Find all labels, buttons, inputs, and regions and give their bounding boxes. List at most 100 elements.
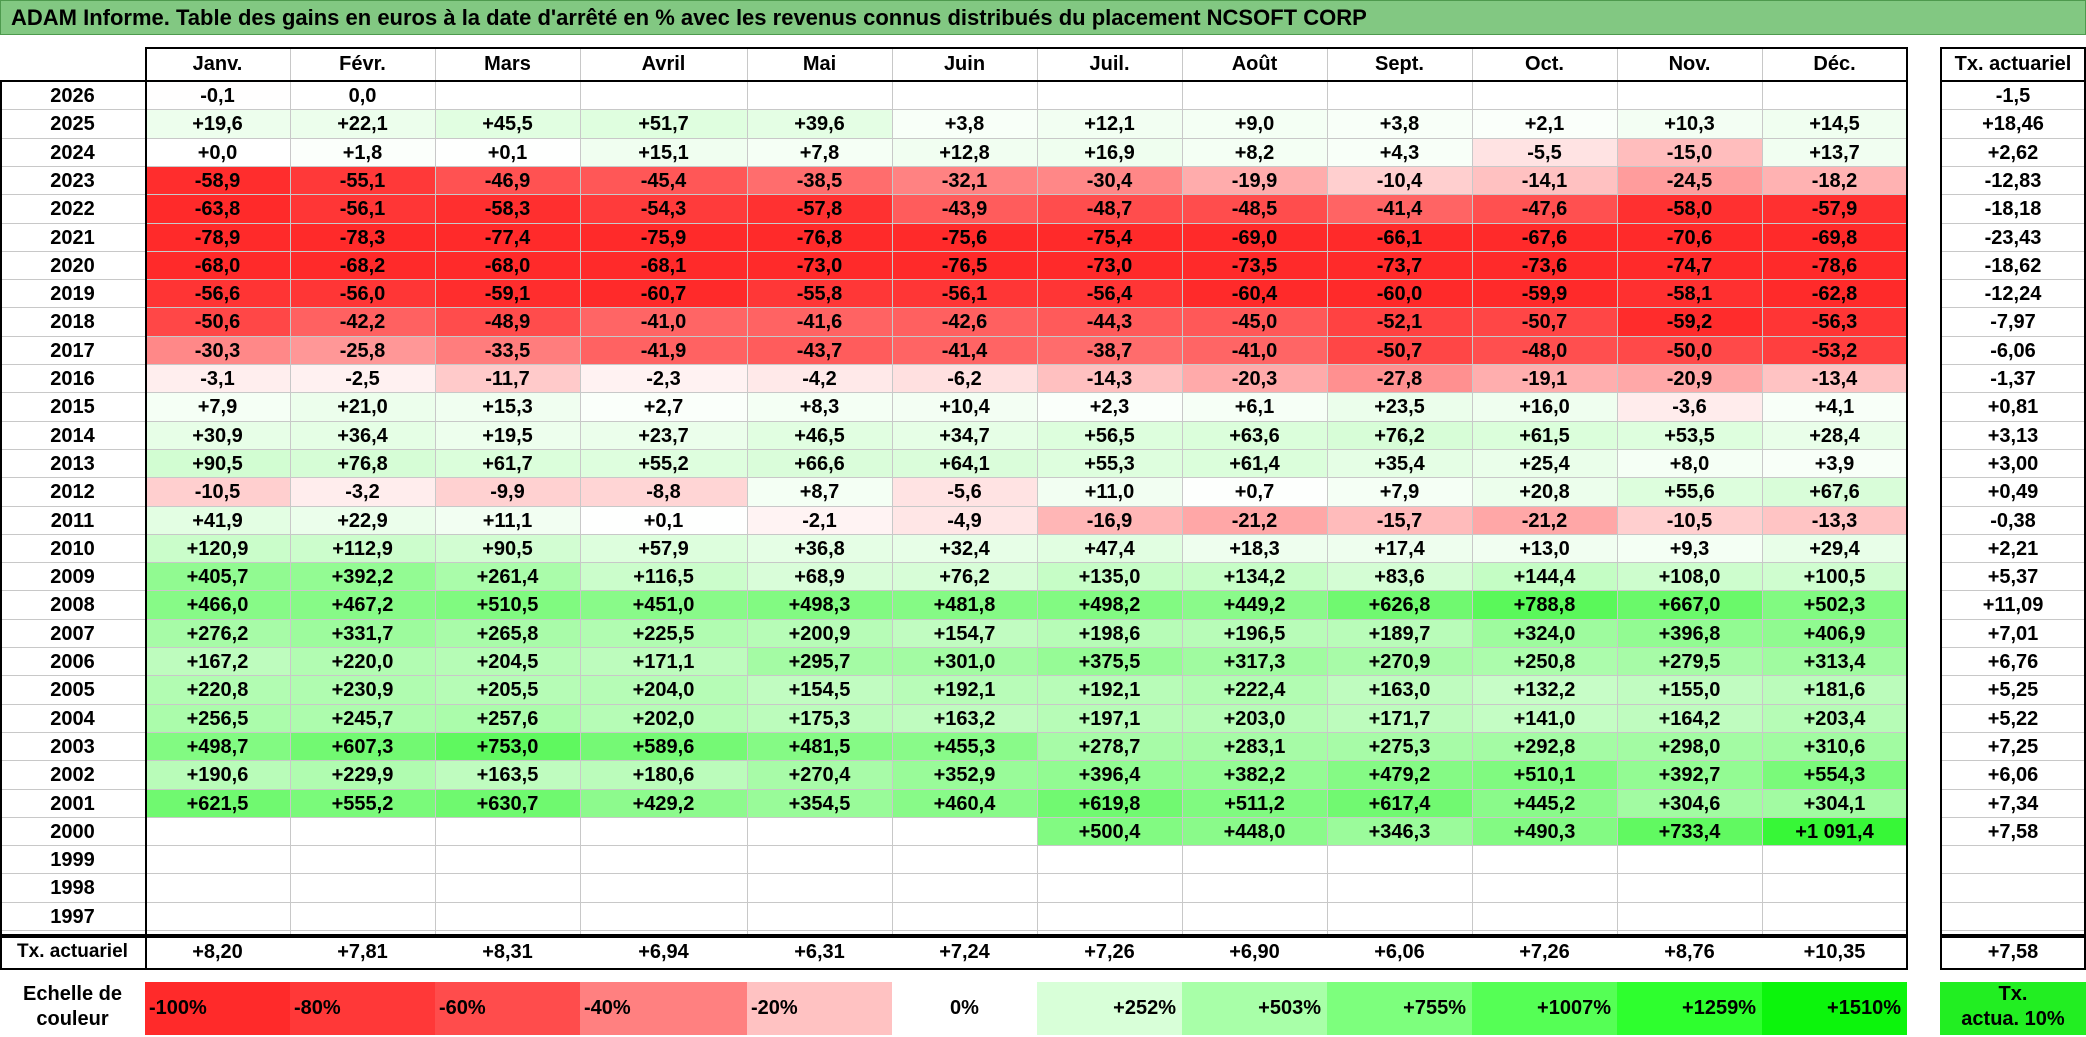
table-border (1940, 562, 2086, 564)
table-cell: +406,9 (1762, 619, 1907, 648)
row-tx-actuariel: +6,06 (1987, 764, 2039, 787)
table-border (1940, 968, 2086, 970)
table-cell: +257,6 (435, 704, 580, 733)
table-cell: -2,1 (747, 506, 892, 535)
color-scale-swatch: -80% (290, 982, 435, 1035)
table-cell: -67,6 (1472, 223, 1617, 252)
table-cell: -66,1 (1327, 223, 1472, 252)
table-cell (1617, 874, 1762, 903)
table-cell: -38,5 (747, 166, 892, 196)
table-cell: +18,3 (1182, 534, 1327, 564)
table-cell: +204,5 (435, 648, 580, 677)
table-cell (580, 846, 747, 875)
table-cell: 0,0 (290, 82, 435, 111)
footer-label: Tx. actuariel (17, 941, 128, 962)
table-cell (580, 902, 747, 931)
table-cell: +167,2 (145, 648, 290, 677)
table-cell: -73,0 (1037, 251, 1182, 281)
table-cell: +180,6 (580, 761, 747, 790)
table-cell: -58,3 (435, 195, 580, 224)
table-cell: +479,2 (1327, 761, 1472, 790)
table-cell: +175,3 (747, 704, 892, 733)
table-cell (145, 874, 290, 903)
table-border (0, 618, 1907, 620)
table-cell: -9,9 (435, 478, 580, 507)
table-cell: +502,3 (1762, 591, 1907, 620)
color-scale-tx-line2: actua. 10% (1961, 1008, 2065, 1030)
table-cell: +429,2 (580, 789, 747, 818)
table-cell: +45,5 (435, 110, 580, 139)
table-cell: +621,5 (145, 789, 290, 818)
table-border (1940, 250, 2086, 252)
color-scale-swatch: +755% (1327, 982, 1472, 1035)
table-cell: +466,0 (145, 591, 290, 620)
table-border (0, 845, 1907, 847)
table-border (1940, 647, 2086, 648)
table-cell (290, 846, 435, 875)
table-border (1940, 930, 2086, 931)
year-label: 2019 (50, 283, 95, 306)
table-border (0, 760, 1907, 762)
color-scale-tx-line1: Tx. (1998, 983, 2028, 1005)
table-cell: -59,1 (435, 280, 580, 309)
table-cell: -68,1 (580, 251, 747, 281)
table-cell: +455,3 (892, 732, 1037, 762)
table-cell (747, 817, 892, 847)
year-label: 2018 (50, 311, 95, 334)
table-cell: +310,6 (1762, 732, 1907, 762)
table-cell (1327, 82, 1472, 111)
table-cell: +198,6 (1037, 619, 1182, 648)
table-cell: +354,5 (747, 789, 892, 818)
table-border (0, 335, 1907, 337)
table-cell: -78,9 (145, 223, 290, 252)
table-cell: -50,7 (1327, 336, 1472, 365)
table-cell: +245,7 (290, 704, 435, 733)
year-label: 2026 (50, 85, 95, 107)
table-border (1940, 137, 2086, 139)
table-cell: -44,3 (1037, 308, 1182, 337)
table-cell: +275,3 (1327, 732, 1472, 762)
color-scale-swatch: -60% (435, 982, 580, 1035)
row-tx-actuariel: +2,21 (1987, 537, 2039, 560)
table-cell: +200,9 (747, 619, 892, 648)
table-border (1940, 165, 2086, 167)
table-border (0, 562, 1907, 564)
table-cell (1472, 874, 1617, 903)
table-border (0, 936, 1907, 938)
table-border (0, 533, 1907, 535)
table-cell: +13,0 (1472, 534, 1617, 564)
year-label: 2022 (50, 198, 95, 221)
table-cell: -48,7 (1037, 195, 1182, 224)
table-border (0, 788, 1907, 790)
table-cell: +6,1 (1182, 393, 1327, 422)
table-cell: +10,3 (1617, 110, 1762, 139)
table-border (1940, 194, 2086, 196)
table-cell: +51,7 (580, 110, 747, 139)
table-border (290, 47, 291, 936)
row-tx-actuariel (1940, 903, 2086, 931)
table-cell: -13,3 (1762, 506, 1907, 535)
year-label: 2020 (50, 254, 95, 277)
table-cell: +619,8 (1037, 789, 1182, 818)
table-cell: +392,2 (290, 563, 435, 592)
row-tx-actuariel: -12,24 (1984, 283, 2042, 306)
table-cell (145, 817, 290, 847)
table-cell (747, 82, 892, 111)
table-cell: +11,0 (1037, 478, 1182, 507)
table-cell: -2,5 (290, 365, 435, 394)
table-border (1940, 845, 2086, 847)
table-border (1940, 788, 2086, 790)
color-scale-label: Echelle de couleur (0, 982, 145, 1035)
table-cell: -0,1 (145, 82, 290, 111)
table-cell (580, 874, 747, 903)
table-cell: -76,8 (747, 223, 892, 252)
year-label: 2024 (50, 141, 95, 164)
table-cell: -56,3 (1762, 308, 1907, 337)
table-cell: +0,1 (435, 138, 580, 167)
row-tx-actuariel: -1,5 (1995, 85, 2031, 107)
table-cell (1617, 82, 1762, 111)
table-cell: +304,6 (1617, 789, 1762, 818)
table-cell: -33,5 (435, 336, 580, 365)
month-header: Nov. (1668, 53, 1711, 75)
table-cell: +141,0 (1472, 704, 1617, 733)
